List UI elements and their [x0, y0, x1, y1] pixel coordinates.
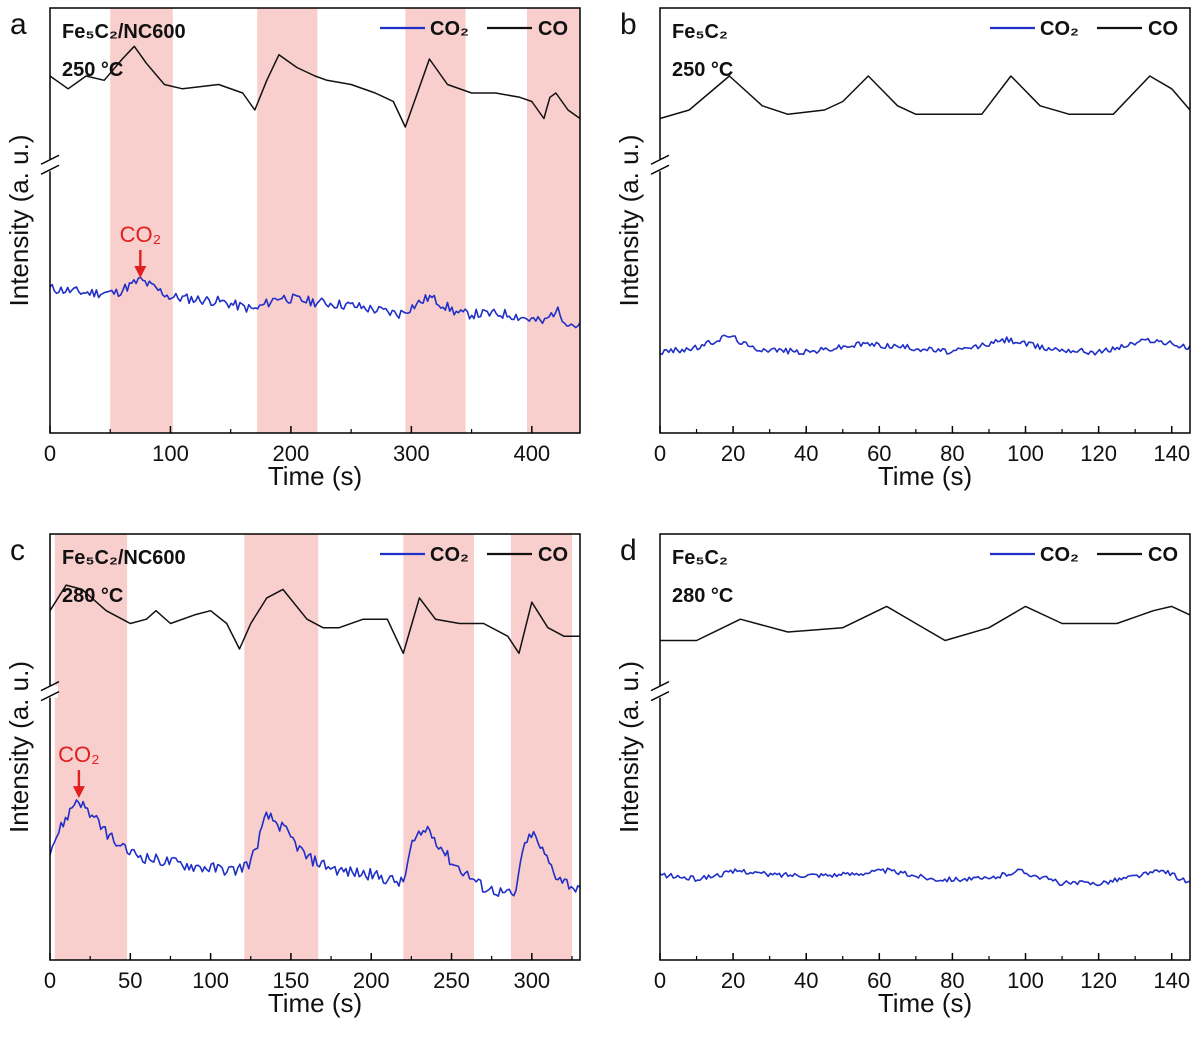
- x-tick-label: 200: [273, 441, 310, 466]
- axis-break-mark: [650, 680, 670, 692]
- x-tick-label: 80: [940, 968, 964, 993]
- x-tick-label: 140: [1153, 441, 1190, 466]
- x-tick-label: 150: [273, 968, 310, 993]
- x-tick-label: 50: [118, 968, 142, 993]
- x-tick-label: 40: [794, 968, 818, 993]
- axis-break-mark: [40, 680, 60, 692]
- x-tick-label: 20: [721, 968, 745, 993]
- panel-label-line: Fe₅C₂/NC600: [62, 21, 186, 43]
- x-tick-label: 300: [393, 441, 430, 466]
- shaded-region: [110, 8, 173, 433]
- shaded-region: [510, 534, 572, 960]
- legend-label-co2: CO₂: [430, 544, 469, 566]
- chart-panel-a: 0 100 200 300 400 Time (s) Intensity (a. u.) a F…: [4, 7, 581, 491]
- shaded-region: [54, 534, 128, 960]
- panel-label-line: 280 °C: [672, 585, 733, 607]
- axis-break-mark: [650, 164, 670, 175]
- legend-label-co: CO: [538, 544, 568, 566]
- co2-annotation-label: CO₂: [58, 742, 100, 767]
- legend-label-co: CO: [1148, 544, 1178, 566]
- axis-break-mark: [40, 164, 60, 175]
- plot-frame: [49, 7, 581, 434]
- series-line-co2: [659, 867, 1191, 887]
- x-tick-label: 0: [654, 441, 666, 466]
- x-tick-label: 60: [867, 441, 891, 466]
- x-tick-label: 20: [721, 441, 745, 466]
- x-tick-label: 300: [513, 968, 550, 993]
- panel-label-line: 280 °C: [62, 585, 123, 607]
- y-axis-title: Intensity (a. u.): [614, 661, 644, 833]
- x-tick-label: 200: [353, 968, 390, 993]
- x-tick-label: 400: [513, 441, 550, 466]
- panel-letter: d: [620, 534, 637, 567]
- x-tick-label: 0: [44, 441, 56, 466]
- axis-break-mark: [40, 154, 60, 165]
- x-axis-title: Time (s): [878, 461, 972, 491]
- x-tick-label: 120: [1080, 441, 1117, 466]
- series-line-co: [49, 45, 581, 128]
- x-tick-label: 0: [654, 968, 666, 993]
- shaded-region: [257, 8, 318, 433]
- legend-label-co2: CO₂: [430, 18, 469, 40]
- legend-label-co2: CO₂: [1040, 18, 1079, 40]
- series-line-co2: [49, 276, 581, 329]
- chart-panel-c: 0 50 100 150 200 250 300 Time (s) Intensity (a. …: [4, 533, 581, 1018]
- shaded-region: [403, 534, 474, 960]
- panel-letter: b: [620, 8, 637, 41]
- shaded-region: [244, 534, 319, 960]
- plot-frame: [659, 7, 1191, 434]
- panel-label-line: Fe₅C₂: [672, 21, 728, 43]
- legend-label-co: CO: [1148, 18, 1178, 40]
- x-tick-label: 100: [152, 441, 189, 466]
- panel-label-line: Fe₅C₂: [672, 547, 728, 569]
- y-axis-title: Intensity (a. u.): [4, 661, 34, 833]
- plot-frame: [49, 533, 581, 961]
- legend-label-co: CO: [538, 18, 568, 40]
- shaded-region: [405, 8, 466, 433]
- shaded-region: [527, 8, 580, 433]
- x-axis-title: Time (s): [878, 988, 972, 1018]
- series-line-co: [659, 75, 1191, 120]
- x-tick-label: 140: [1153, 968, 1190, 993]
- x-tick-label: 40: [794, 441, 818, 466]
- y-axis-title: Intensity (a. u.): [614, 135, 644, 307]
- panel-label-line: 250 °C: [62, 59, 123, 81]
- x-tick-label: 100: [1007, 441, 1044, 466]
- chart-panel-d: 0 20 40 60 80 100 120 140 Time (s) Intensity (a. …: [614, 533, 1191, 1018]
- x-tick-label: 120: [1080, 968, 1117, 993]
- panel-label-line: Fe₅C₂/NC600: [62, 547, 186, 569]
- legend-label-co2: CO₂: [1040, 544, 1079, 566]
- x-axis-title: Time (s): [268, 461, 362, 491]
- x-tick-label: 60: [867, 968, 891, 993]
- x-tick-label: 0: [44, 968, 56, 993]
- axis-break-mark: [650, 154, 670, 165]
- axis-break-mark: [40, 690, 60, 702]
- panel-letter: a: [10, 8, 27, 41]
- x-tick-label: 80: [940, 441, 964, 466]
- co2-annotation-label: CO₂: [120, 222, 162, 247]
- series-line-co: [49, 584, 580, 655]
- y-axis-title: Intensity (a. u.): [4, 135, 34, 307]
- series-line-co2: [659, 334, 1191, 356]
- x-axis-title: Time (s): [268, 988, 362, 1018]
- x-tick-label: 100: [192, 968, 229, 993]
- panel-label-line: 250 °C: [672, 59, 733, 81]
- panel-letter: c: [10, 534, 25, 567]
- series-line-co2: [49, 799, 581, 897]
- x-tick-label: 250: [433, 968, 470, 993]
- series-line-co: [660, 605, 1191, 642]
- x-tick-label: 100: [1007, 968, 1044, 993]
- axis-break-mark: [650, 690, 670, 702]
- chart-panel-b: 0 20 40 60 80 100 120 140 Time (s) Intensity (a. …: [614, 7, 1191, 491]
- plot-frame: [659, 533, 1191, 961]
